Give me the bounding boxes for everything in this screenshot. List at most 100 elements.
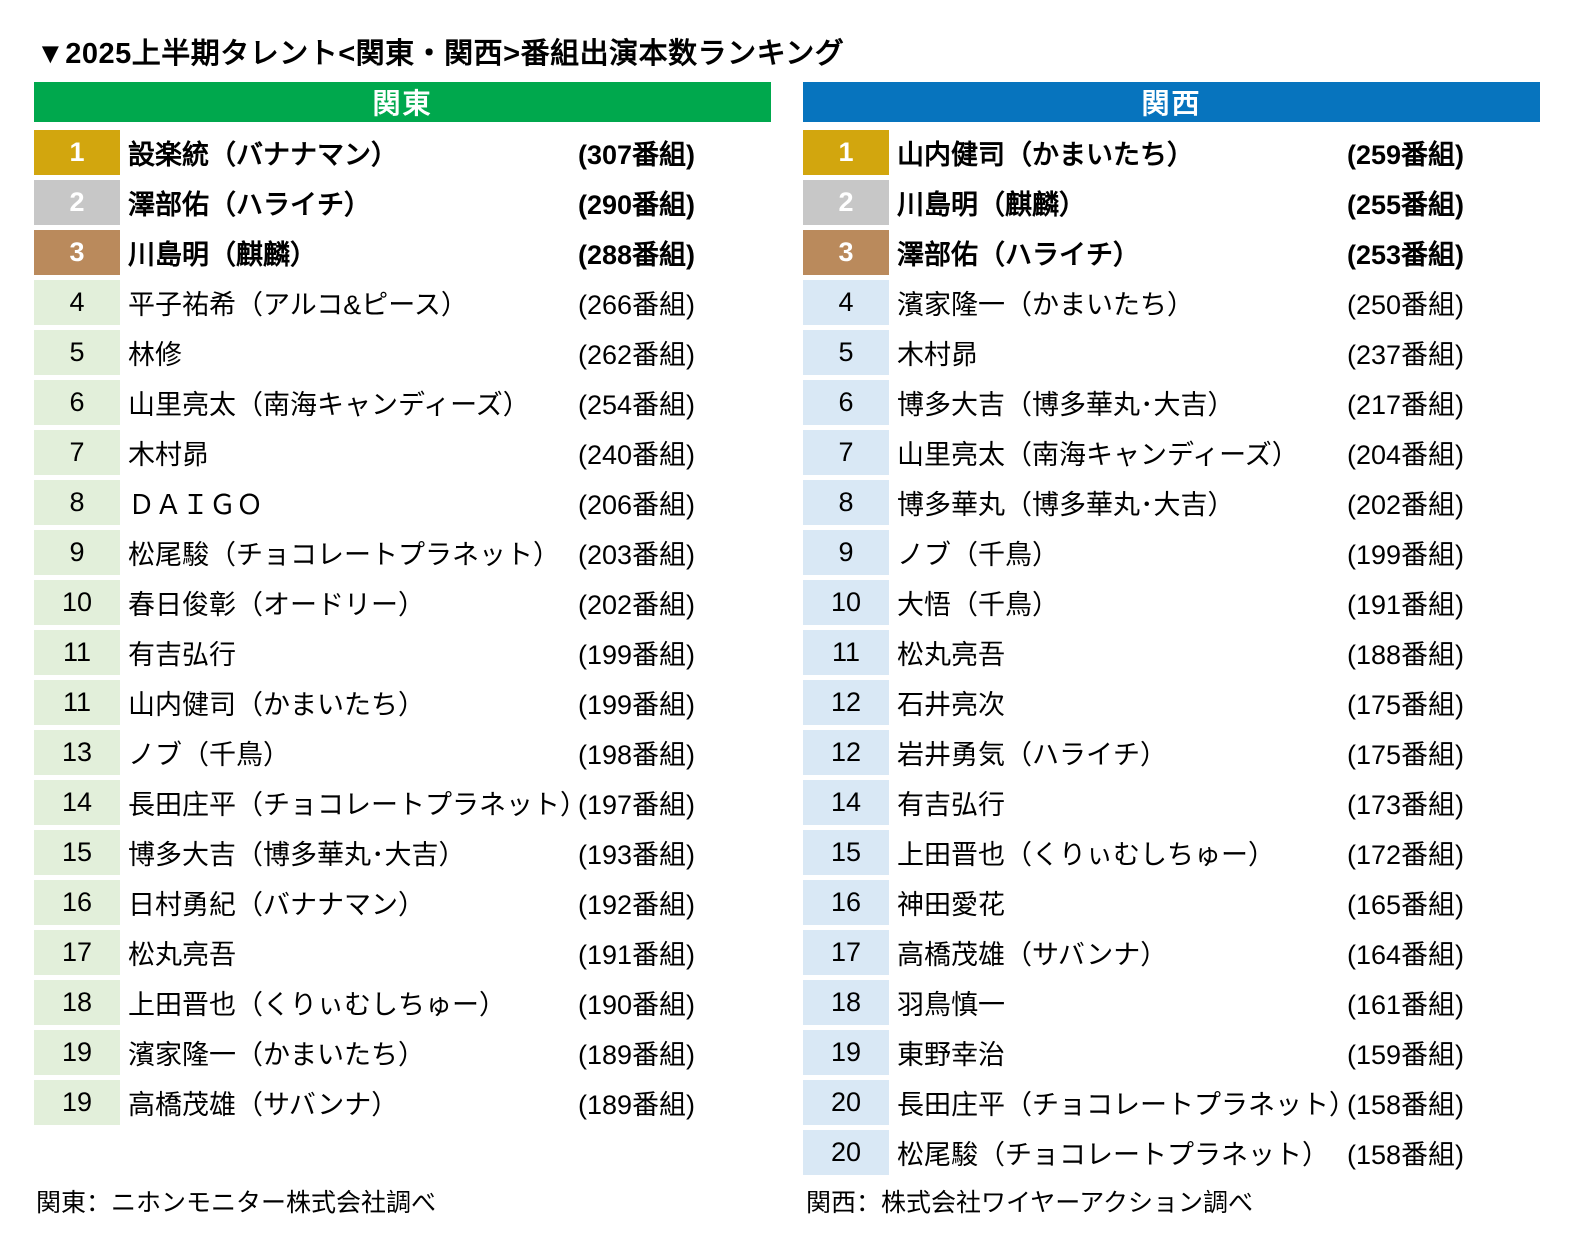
appearance-count: (254番組) [578, 390, 696, 420]
appearance-count: (198番組) [578, 740, 696, 770]
table-row: 5 林修 (262番組) [34, 330, 771, 375]
table-row: 15 博多大吉（博多華丸･大吉） (193番組) [34, 830, 771, 875]
kansai-rows: 1 山内健司（かまいたち） (259番組) 2 川島明（麒麟） (255番組) 3 澤部佑（ハ… [803, 130, 1540, 1175]
rank-cell: 4 [34, 280, 120, 325]
rank-cell: 2 [803, 180, 889, 225]
table-row: 14 有吉弘行 (173番組) [803, 780, 1540, 825]
table-row: 16 神田愛花 (165番組) [803, 880, 1540, 925]
rank-cell: 12 [803, 680, 889, 725]
appearance-count: (158番組) [1347, 1140, 1465, 1170]
rank-cell: 15 [34, 830, 120, 875]
table-row: 5 木村昴 (237番組) [803, 330, 1540, 375]
appearance-count: (190番組) [578, 990, 696, 1020]
table-row: 20 長田庄平（チョコレートプラネット） (158番組) [803, 1080, 1540, 1125]
talent-name: 博多大吉（博多華丸･大吉） [897, 390, 1235, 420]
talent-name: 山内健司（かまいたち） [128, 690, 425, 720]
appearance-count: (262番組) [578, 340, 696, 370]
appearance-count: (204番組) [1347, 440, 1465, 470]
appearance-count: (250番組) [1347, 290, 1465, 320]
kansai-ranking-table: 関西 1 山内健司（かまいたち） (259番組) 2 川島明（麒麟） (255番組) 3 澤部… [803, 82, 1540, 1180]
talent-name: 木村昴 [128, 440, 209, 470]
talent-name: 山内健司（かまいたち） [897, 140, 1194, 170]
rank-cell: 6 [34, 380, 120, 425]
table-row: 6 博多大吉（博多華丸･大吉） (217番組) [803, 380, 1540, 425]
rank-cell: 12 [803, 730, 889, 775]
talent-name: 山里亮太（南海キャンディーズ） [897, 440, 1299, 470]
talent-name: 神田愛花 [897, 890, 1005, 920]
talent-name: 濱家隆一（かまいたち） [128, 1040, 425, 1070]
table-row: 19 東野幸治 (159番組) [803, 1030, 1540, 1075]
table-row: 11 有吉弘行 (199番組) [34, 630, 771, 675]
table-row: 11 山内健司（かまいたち） (199番組) [34, 680, 771, 725]
talent-name: 濱家隆一（かまいたち） [897, 290, 1194, 320]
page-title: ▼2025上半期タレント<関東・関西>番組出演本数ランキング [36, 38, 845, 70]
rank-cell: 2 [34, 180, 120, 225]
appearance-count: (189番組) [578, 1090, 696, 1120]
talent-name: 川島明（麒麟） [128, 240, 317, 270]
talent-name: 博多華丸（博多華丸･大吉） [897, 490, 1235, 520]
rank-cell: 5 [34, 330, 120, 375]
talent-name: 高橋茂雄（サバンナ） [128, 1090, 399, 1120]
rank-cell: 14 [34, 780, 120, 825]
appearance-count: (259番組) [1347, 140, 1465, 170]
talent-name: 上田晋也（くりぃむしちゅー） [128, 990, 506, 1020]
kansai-source-note: 関西：株式会社ワイヤーアクション調べ [806, 1189, 1254, 1217]
appearance-count: (191番組) [1347, 590, 1465, 620]
appearance-count: (237番組) [1347, 340, 1465, 370]
appearance-count: (202番組) [1347, 490, 1465, 520]
kanto-ranking-table: 関東 1 設楽統（バナナマン） (307番組) 2 澤部佑（ハライチ） (290番組) 3 川… [34, 82, 771, 1130]
appearance-count: (199番組) [578, 640, 696, 670]
table-row: 10 春日俊彰（オードリー） (202番組) [34, 580, 771, 625]
appearance-count: (191番組) [578, 940, 696, 970]
table-row: 1 設楽統（バナナマン） (307番組) [34, 130, 771, 175]
table-row: 19 高橋茂雄（サバンナ） (189番組) [34, 1080, 771, 1125]
appearance-count: (217番組) [1347, 390, 1465, 420]
table-row: 8 博多華丸（博多華丸･大吉） (202番組) [803, 480, 1540, 525]
talent-name: 東野幸治 [897, 1040, 1005, 1070]
appearance-count: (290番組) [578, 190, 696, 220]
appearance-count: (192番組) [578, 890, 696, 920]
rank-cell: 8 [803, 480, 889, 525]
rank-cell: 8 [34, 480, 120, 525]
rank-cell: 1 [34, 130, 120, 175]
talent-name: ノブ（千鳥） [897, 540, 1059, 570]
talent-name: 松尾駿（チョコレートプラネット） [897, 1140, 1329, 1170]
talent-name: 松丸亮吾 [897, 640, 1005, 670]
appearance-count: (197番組) [578, 790, 696, 820]
rank-cell: 19 [803, 1030, 889, 1075]
table-row: 4 平子祐希（アルコ&ピース） (266番組) [34, 280, 771, 325]
talent-name: 石井亮次 [897, 690, 1005, 720]
appearance-count: (307番組) [578, 140, 696, 170]
table-row: 6 山里亮太（南海キャンディーズ） (254番組) [34, 380, 771, 425]
appearance-count: (175番組) [1347, 740, 1465, 770]
table-row: 10 大悟（千鳥） (191番組) [803, 580, 1540, 625]
talent-name: 岩井勇気（ハライチ） [897, 740, 1167, 770]
table-row: 16 日村勇紀（バナナマン） (192番組) [34, 880, 771, 925]
rank-cell: 3 [34, 230, 120, 275]
table-row: 7 木村昴 (240番組) [34, 430, 771, 475]
talent-name: 羽鳥慎一 [897, 990, 1005, 1020]
kansai-region-header: 関西 [803, 82, 1540, 122]
talent-name: ノブ（千鳥） [128, 740, 290, 770]
table-row: 4 濱家隆一（かまいたち） (250番組) [803, 280, 1540, 325]
rank-cell: 19 [34, 1080, 120, 1125]
talent-name: 澤部佑（ハライチ） [897, 240, 1140, 270]
table-row: 1 山内健司（かまいたち） (259番組) [803, 130, 1540, 175]
appearance-count: (203番組) [578, 540, 696, 570]
talent-name: ＤＡＩＧＯ [128, 490, 263, 520]
talent-name: 大悟（千鳥） [897, 590, 1059, 620]
appearance-count: (189番組) [578, 1040, 696, 1070]
table-row: 14 長田庄平（チョコレートプラネット） (197番組) [34, 780, 771, 825]
rank-cell: 5 [803, 330, 889, 375]
kanto-region-header: 関東 [34, 82, 771, 122]
talent-name: 上田晋也（くりぃむしちゅー） [897, 840, 1275, 870]
talent-name: 長田庄平（チョコレートプラネット） [897, 1090, 1347, 1120]
rank-cell: 10 [34, 580, 120, 625]
appearance-count: (164番組) [1347, 940, 1465, 970]
appearance-count: (240番組) [578, 440, 696, 470]
kanto-source-note: 関東：ニホンモニター株式会社調べ [36, 1189, 437, 1217]
rank-cell: 18 [803, 980, 889, 1025]
rank-cell: 10 [803, 580, 889, 625]
rank-cell: 20 [803, 1080, 889, 1125]
table-row: 20 松尾駿（チョコレートプラネット） (158番組) [803, 1130, 1540, 1175]
